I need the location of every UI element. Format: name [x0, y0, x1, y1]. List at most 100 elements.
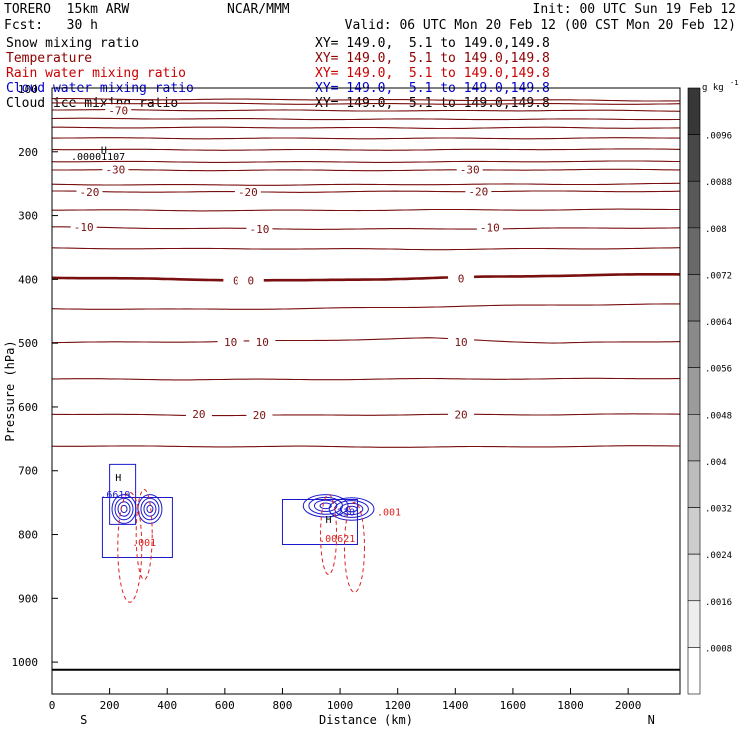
colorbar-tick-label: .0024 [705, 551, 732, 561]
isotherm-label-bg [448, 335, 475, 348]
contour-annotation: H [326, 515, 332, 526]
isotherm-label-bg [105, 104, 132, 117]
contour-annotation: .00621 [319, 534, 355, 545]
x-tick-label: 1000 [327, 699, 354, 712]
colorbar-tick-label: .0008 [705, 644, 732, 654]
isotherm-label-bg [185, 407, 212, 420]
isotherm-label-bg [102, 163, 129, 176]
isotherm-label: 10 [454, 336, 467, 349]
isotherm-label-bg [246, 409, 273, 422]
colorbar-tick-label: .0016 [705, 598, 732, 608]
contour-annotation: H [115, 473, 121, 484]
contour-annotation: .001 [377, 507, 401, 518]
cloud-water-contour [114, 497, 134, 521]
isotherm-line [52, 102, 681, 105]
colorbar-tick-label: .0048 [705, 411, 732, 421]
isotherm-label: 0 [247, 275, 254, 288]
rain-water-contour [135, 489, 153, 581]
legend-field-name: Snow mixing ratio [6, 36, 140, 51]
contour-annotation: .230 [331, 507, 355, 518]
colorbar-unit: g kg [702, 83, 724, 93]
plot-frame [51, 87, 681, 695]
colorbar-cell [687, 600, 701, 648]
legend-field-name: Temperature [6, 51, 93, 66]
x-tick-label: 200 [100, 699, 120, 712]
cloud-water-contour [319, 502, 332, 510]
org-label: NCAR/MMM [227, 2, 290, 17]
isotherm-label-bg [70, 221, 97, 234]
legend-field-xy: XY= 149.0, 5.1 to 149.0,149.8 [315, 66, 550, 81]
cloud-water-contour [281, 498, 358, 545]
legend-field-xy: XY= 149.0, 5.1 to 149.0,149.8 [315, 36, 550, 51]
contour-annotation: .001 [132, 538, 156, 549]
isotherm-label-bg [476, 221, 503, 234]
isotherm-line [52, 190, 681, 193]
isotherm-label: 10 [256, 336, 269, 349]
isotherm-label: 0 [233, 275, 240, 288]
colorbar-tick-label: .004 [705, 458, 727, 468]
x-tick-label: 400 [157, 699, 177, 712]
isotherm-line [51, 247, 681, 251]
y-tick-label: 500 [18, 337, 38, 350]
isotherm-label: -10 [74, 221, 94, 234]
colorbar-cell [687, 320, 701, 368]
isotherm-label: -20 [80, 186, 100, 199]
y-tick-label: 400 [18, 273, 38, 286]
colorbar-cell [687, 274, 701, 322]
colorbar-unit-exponent: -1 [730, 79, 738, 87]
isotherm-label-bg [246, 222, 273, 235]
isotherm-label: -30 [105, 164, 125, 177]
init-time: Init: 00 UTC Sun 19 Feb 12 [532, 2, 737, 17]
isotherm-label-bg [465, 185, 492, 198]
isotherm-label-bg [217, 335, 244, 348]
isotherm-line [51, 445, 681, 448]
isotherm-line [52, 109, 681, 112]
cloud-water-contour [137, 494, 163, 524]
isotherm-label: -20 [468, 185, 488, 198]
rain-water-contour [117, 491, 143, 603]
colorbar-cell [687, 553, 701, 602]
isotherm-label-bg [456, 163, 483, 176]
colorbar-tick-label: .0096 [705, 132, 732, 142]
cloud-water-contour [146, 504, 154, 514]
cloud-water-contour [345, 505, 358, 513]
contour-annotation: .6619 [100, 490, 130, 501]
y-axis-label: Pressure (hPa) [3, 340, 17, 441]
legend-field-name: Rain water mixing ratio [6, 66, 187, 81]
x-axis-label: Distance (km) [319, 713, 413, 727]
x-tick-label: 2000 [615, 699, 642, 712]
cloud-water-contour [140, 497, 160, 521]
isotherm-label: -10 [480, 222, 500, 235]
isotherm-line [52, 126, 680, 130]
isotherm-line [52, 148, 681, 151]
isotherm-label-bg [249, 335, 276, 348]
legend-field-xy: XY= 149.0, 5.1 to 149.0,149.8 [315, 51, 550, 66]
isotherm-label: -30 [460, 164, 480, 177]
y-tick-label: 200 [18, 146, 38, 159]
colorbar-tick-label: .0064 [705, 318, 732, 328]
isotherm-label-bg [76, 185, 103, 198]
colorbar-cell [687, 507, 701, 555]
colorbar-cell [687, 134, 701, 182]
x-tick-label: 1600 [500, 699, 527, 712]
y-tick-label: 600 [18, 401, 38, 414]
isotherm-label: -70 [108, 104, 128, 117]
colorbar-tick-label: .0056 [705, 365, 732, 375]
isotherm-label: -20 [238, 186, 258, 199]
isotherm-line [52, 208, 680, 212]
model-title: TORERO 15km ARW [4, 2, 130, 17]
colorbar-cell [687, 647, 701, 695]
colorbar-tick-label: .008 [705, 225, 727, 235]
forecast-hour: Fcst: 30 h [4, 18, 98, 33]
colorbar-tick-label: .0032 [705, 505, 732, 515]
y-tick-label: 300 [18, 210, 38, 223]
y-tick-label: 800 [18, 529, 38, 542]
contour-annotation: H [101, 146, 107, 157]
overlay-label: 100 [18, 83, 38, 96]
isotherm-line [51, 182, 680, 186]
colorbar-cell [687, 87, 701, 135]
isotherm-line [51, 117, 680, 121]
isotherm-line [51, 160, 680, 163]
cloud-water-contour [328, 497, 375, 521]
